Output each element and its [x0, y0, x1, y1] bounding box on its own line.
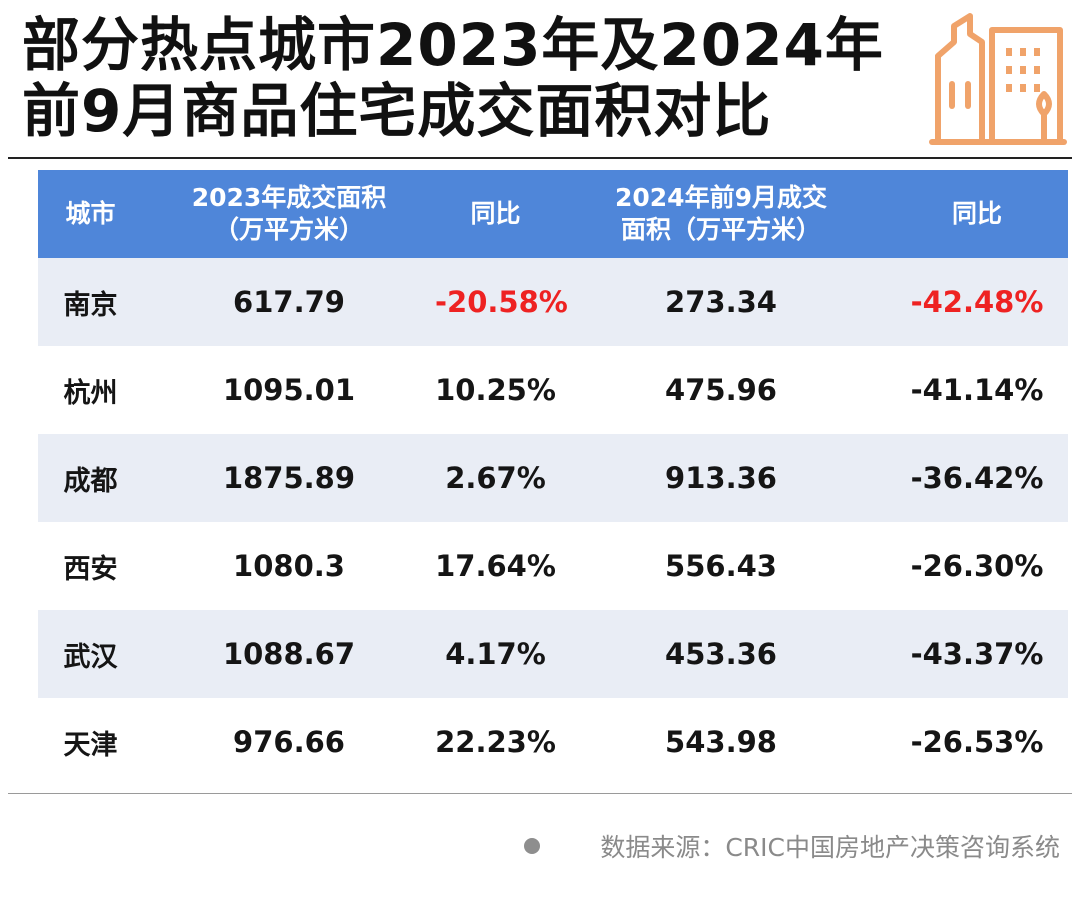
cell-area-2023: 976.66: [233, 725, 345, 759]
header-area-2023: 2023年成交面积 （万平方米）: [143, 170, 435, 258]
table-row: 天津 976.66 22.23% 543.98 -26.53%: [38, 698, 1068, 786]
cell-yoy-2023: 2.67%: [435, 434, 556, 522]
bullet-dot-icon: [524, 838, 541, 854]
cell-yoy-2023: -20.58%: [435, 258, 568, 346]
bottom-divider: [8, 793, 1072, 794]
cell-area-2024: 543.98: [665, 725, 777, 759]
header-area-2024: 2024年前9月成交 面积（万平方米）: [556, 170, 886, 258]
data-table: 城市 2023年成交面积 （万平方米） 同比 2024年前9月成交 面积（万平方…: [38, 170, 1068, 786]
header-city: 城市: [38, 170, 143, 258]
table-row: 成都 1875.89 2.67% 913.36 -36.42%: [38, 434, 1068, 522]
cell-yoy-2023: 10.25%: [435, 373, 556, 407]
cell-yoy-2024: -26.30%: [910, 549, 1044, 583]
cell-city: 南京: [38, 258, 143, 346]
cell-area-2024: 453.36: [556, 610, 886, 698]
cell-city: 成都: [38, 434, 143, 522]
title-line-1: 部分热点城市2023年及2024年: [22, 11, 884, 79]
cell-city: 武汉: [38, 610, 143, 698]
cell-yoy-2024: -43.37%: [886, 610, 1068, 698]
cell-area-2024: 475.96: [665, 373, 777, 407]
cell-area-2024: 556.43: [665, 549, 777, 583]
table-header-row: 城市 2023年成交面积 （万平方米） 同比 2024年前9月成交 面积（万平方…: [38, 170, 1068, 258]
cell-city: 杭州: [63, 377, 118, 409]
cell-yoy-2024: -42.48%: [886, 258, 1068, 346]
title-line-2: 前9月商品住宅成交面积对比: [22, 77, 772, 145]
table-row: 武汉 1088.67 4.17% 453.36 -43.37%: [38, 610, 1068, 698]
table-row: 南京 617.79 -20.58% 273.34 -42.48%: [38, 258, 1068, 346]
cell-city: 天津: [63, 729, 118, 761]
cell-area-2023: 617.79: [143, 258, 435, 346]
buildings-icon: [929, 13, 1067, 145]
header-yoy-2024: 同比: [886, 170, 1068, 258]
cell-area-2024: 913.36: [556, 434, 886, 522]
cell-city: 西安: [63, 553, 118, 585]
cell-yoy-2024: -41.14%: [910, 373, 1044, 407]
title-divider: [8, 157, 1072, 159]
cell-yoy-2023: 4.17%: [435, 610, 556, 698]
header-yoy-2023: 同比: [435, 170, 556, 258]
cell-yoy-2023: 17.64%: [435, 549, 556, 583]
cell-yoy-2024: -26.53%: [910, 725, 1044, 759]
source-text: 数据来源：CRIC中国房地产决策咨询系统: [600, 833, 1060, 862]
cell-yoy-2023: 22.23%: [435, 725, 556, 759]
cell-yoy-2024: -36.42%: [886, 434, 1068, 522]
table-row: 西安 1080.3 17.64% 556.43 -26.30%: [38, 522, 1068, 610]
cell-area-2023: 1088.67: [143, 610, 435, 698]
cell-area-2023: 1095.01: [222, 373, 356, 407]
page-title: 部分热点城市2023年及2024年 前9月商品住宅成交面积对比: [22, 12, 922, 144]
cell-area-2024: 273.34: [556, 258, 886, 346]
table-row: 杭州 1095.01 10.25% 475.96 -41.14%: [38, 346, 1068, 434]
cell-area-2023: 1875.89: [143, 434, 435, 522]
cell-area-2023: 1080.3: [233, 549, 345, 583]
source-note: 数据来源：CRIC中国房地产决策咨询系统: [524, 826, 1060, 866]
